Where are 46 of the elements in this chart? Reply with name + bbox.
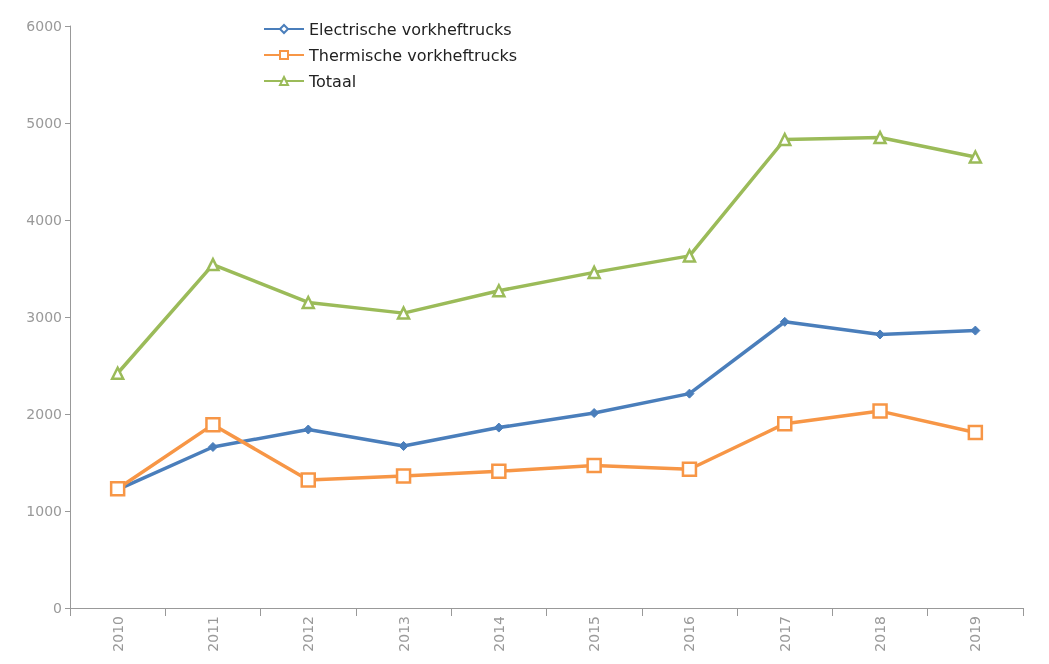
- x-tick-label: 2013: [395, 616, 412, 652]
- point: [968, 150, 983, 164]
- y-tick-label: 1000: [26, 503, 62, 519]
- x-tick-label: 2019: [967, 616, 984, 652]
- point: [587, 265, 601, 280]
- y-tick-label: 3000: [26, 309, 62, 325]
- x-tick-label: 2017: [776, 616, 793, 652]
- legend-label: Thermische vorkheftrucks: [308, 45, 518, 65]
- legend-label: Totaal: [308, 71, 357, 91]
- point: [778, 132, 792, 147]
- point: [301, 295, 315, 310]
- y-tick-label: 0: [53, 600, 62, 616]
- point: [492, 284, 506, 298]
- point: [109, 480, 126, 497]
- point: [396, 306, 411, 320]
- point: [491, 463, 507, 479]
- point: [395, 468, 412, 484]
- x-tick-label: 2014: [490, 615, 507, 652]
- point: [967, 424, 984, 441]
- point: [589, 408, 600, 419]
- y-tick-label: 2000: [26, 406, 62, 422]
- point: [586, 457, 602, 474]
- x-tick-label: 2011: [204, 616, 221, 652]
- point: [205, 416, 221, 433]
- point: [303, 424, 314, 435]
- x-tick-label: 2018: [872, 616, 889, 652]
- y-tick-label: 5000: [26, 115, 62, 131]
- x-tick-label: 2015: [586, 616, 603, 652]
- point: [493, 422, 504, 433]
- point: [684, 388, 695, 399]
- point: [206, 257, 220, 272]
- x-tick-label: 2016: [681, 615, 698, 652]
- point: [872, 403, 888, 419]
- y-tick-label: 6000: [26, 18, 62, 34]
- point: [779, 316, 790, 327]
- point: [873, 130, 887, 145]
- point: [682, 249, 697, 263]
- point: [300, 472, 316, 488]
- point: [207, 441, 218, 452]
- point: [777, 415, 793, 432]
- x-tick-label: 2012: [300, 616, 317, 652]
- point: [110, 366, 125, 381]
- point: [681, 461, 698, 478]
- x-tick-label: 2010: [109, 616, 126, 652]
- legend-label: Electrische vorkheftrucks: [309, 19, 512, 39]
- y-tick-label: 4000: [26, 212, 62, 228]
